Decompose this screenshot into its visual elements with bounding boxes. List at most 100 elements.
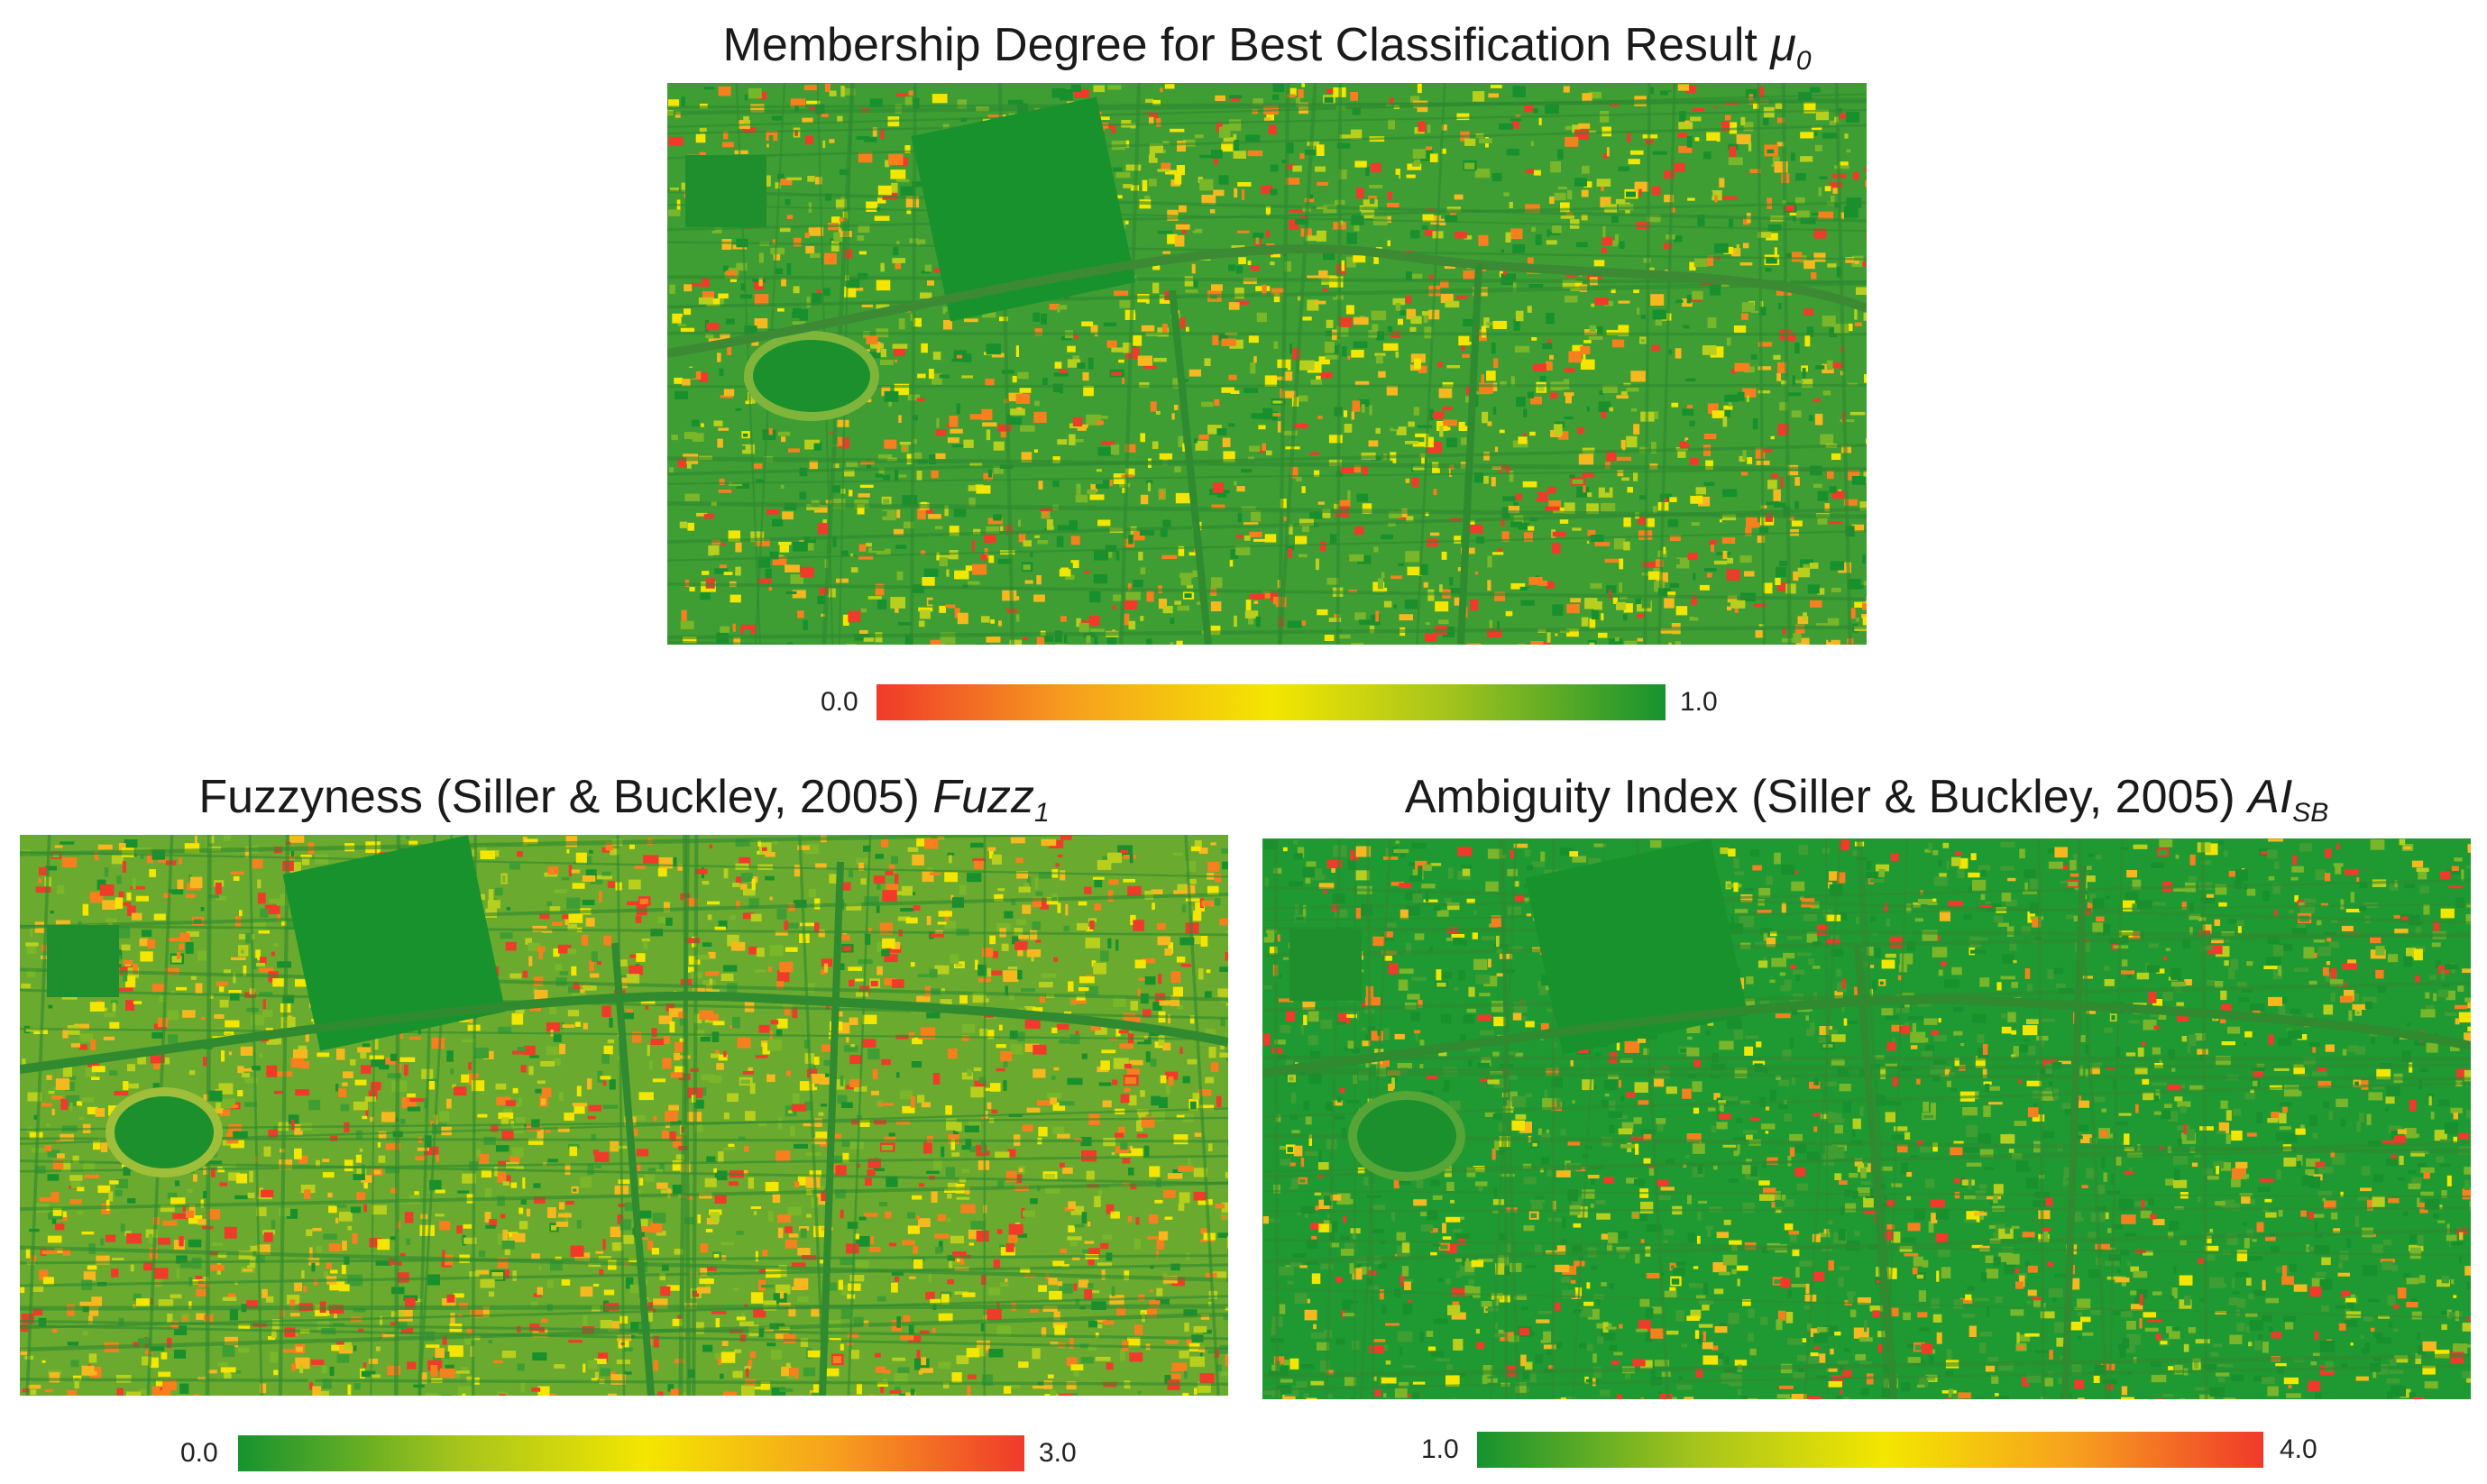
raster-speckle <box>546 1046 560 1056</box>
raster-speckle <box>49 1372 60 1383</box>
raster-speckle <box>1526 169 1534 173</box>
raster-speckle <box>945 1105 952 1115</box>
raster-speckle <box>99 884 115 896</box>
raster-speckle <box>1794 477 1800 486</box>
raster-speckle <box>590 973 600 978</box>
raster-speckle <box>740 873 753 882</box>
raster-speckle <box>300 854 312 858</box>
raster-speckle <box>379 1058 390 1070</box>
raster-speckle <box>685 1195 693 1200</box>
raster-speckle <box>412 1298 423 1303</box>
raster-speckle <box>1179 290 1189 298</box>
raster-speckle <box>112 1003 116 1012</box>
raster-speckle <box>45 866 57 871</box>
raster-speckle <box>987 1102 992 1110</box>
raster-speckle <box>1789 212 1801 215</box>
raster-speckle <box>153 913 166 921</box>
raster-speckle <box>736 1231 744 1235</box>
raster-speckle <box>934 526 943 530</box>
raster-speckle <box>1138 977 1146 981</box>
raster-speckle <box>706 322 720 331</box>
raster-speckle <box>1525 204 1540 214</box>
raster-speckle <box>1581 617 1589 627</box>
raster-speckle <box>1387 460 1393 464</box>
raster-speckle <box>1564 417 1574 420</box>
raster-speckle <box>720 1351 736 1363</box>
raster-speckle <box>520 1199 527 1205</box>
raster-speckle <box>872 127 877 137</box>
raster-speckle <box>700 1036 711 1042</box>
raster-speckle <box>1146 590 1154 602</box>
raster-speckle <box>1588 336 1603 340</box>
raster-speckle <box>1749 169 1761 173</box>
raster-speckle <box>554 1364 565 1369</box>
raster-speckle <box>1370 614 1381 626</box>
raster-speckle <box>736 482 749 489</box>
raster-speckle <box>167 1314 173 1325</box>
raster-speckle <box>1481 374 1484 385</box>
raster-speckle <box>776 908 787 920</box>
raster-speckle <box>668 99 680 107</box>
raster-speckle <box>823 252 837 265</box>
raster-speckle <box>133 1293 142 1301</box>
raster-speckle <box>625 1009 633 1016</box>
raster-speckle <box>39 1269 49 1281</box>
raster-speckle <box>1866 231 1867 242</box>
raster-speckle <box>1024 1043 1040 1052</box>
raster-speckle <box>1037 540 1049 545</box>
raster-speckle <box>1624 640 1638 645</box>
raster-speckle <box>94 850 99 861</box>
raster-speckle <box>778 542 792 545</box>
raster-speckle <box>1477 404 1482 410</box>
raster-speckle <box>1170 642 1174 645</box>
raster-speckle <box>783 1333 796 1343</box>
raster-speckle <box>1355 188 1364 199</box>
raster-speckle <box>734 1349 742 1353</box>
raster-speckle <box>1299 518 1314 527</box>
raster-speckle <box>1406 174 1416 179</box>
raster-speckle <box>1382 343 1399 351</box>
raster-speckle <box>684 284 693 292</box>
raster-speckle <box>846 1037 849 1043</box>
street-line <box>909 83 917 645</box>
raster-speckle <box>1115 1025 1121 1037</box>
raster-speckle <box>1316 375 1321 382</box>
raster-speckle <box>21 983 32 989</box>
raster-speckle <box>241 949 244 954</box>
raster-speckle <box>1669 582 1679 588</box>
raster-speckle <box>261 1189 274 1197</box>
raster-speckle <box>684 938 700 944</box>
raster-speckle <box>784 1006 791 1016</box>
raster-speckle <box>892 344 908 349</box>
raster-speckle <box>1679 441 1690 449</box>
raster-speckle <box>877 185 892 196</box>
raster-speckle <box>1200 935 1208 947</box>
raster-speckle <box>963 390 976 401</box>
raster-speckle <box>381 1112 396 1122</box>
raster-speckle <box>220 1098 236 1109</box>
raster-speckle <box>840 1209 844 1219</box>
raster-speckle <box>1140 1090 1145 1097</box>
raster-speckle <box>1807 584 1820 594</box>
raster-speckle <box>631 1128 638 1137</box>
raster-speckle <box>947 852 955 856</box>
raster-speckle <box>973 1067 982 1072</box>
raster-speckle <box>850 1044 856 1048</box>
raster-speckle <box>509 973 522 979</box>
raster-speckle <box>1246 406 1259 415</box>
raster-speckle <box>1359 619 1372 625</box>
raster-speckle <box>896 509 901 518</box>
raster-speckle <box>1538 117 1542 125</box>
raster-speckle <box>1325 354 1340 360</box>
raster-speckle <box>1739 176 1750 180</box>
raster-speckle <box>572 1103 588 1106</box>
raster-speckle <box>905 1392 916 1396</box>
raster-speckle <box>750 913 762 922</box>
raster-speckle <box>1222 437 1231 447</box>
raster-speckle <box>430 1365 438 1377</box>
raster-speckle <box>1478 234 1489 246</box>
raster-speckle <box>740 283 746 291</box>
raster-speckle <box>1814 413 1823 426</box>
raster-speckle <box>1087 490 1097 494</box>
raster-speckle <box>1582 93 1592 104</box>
